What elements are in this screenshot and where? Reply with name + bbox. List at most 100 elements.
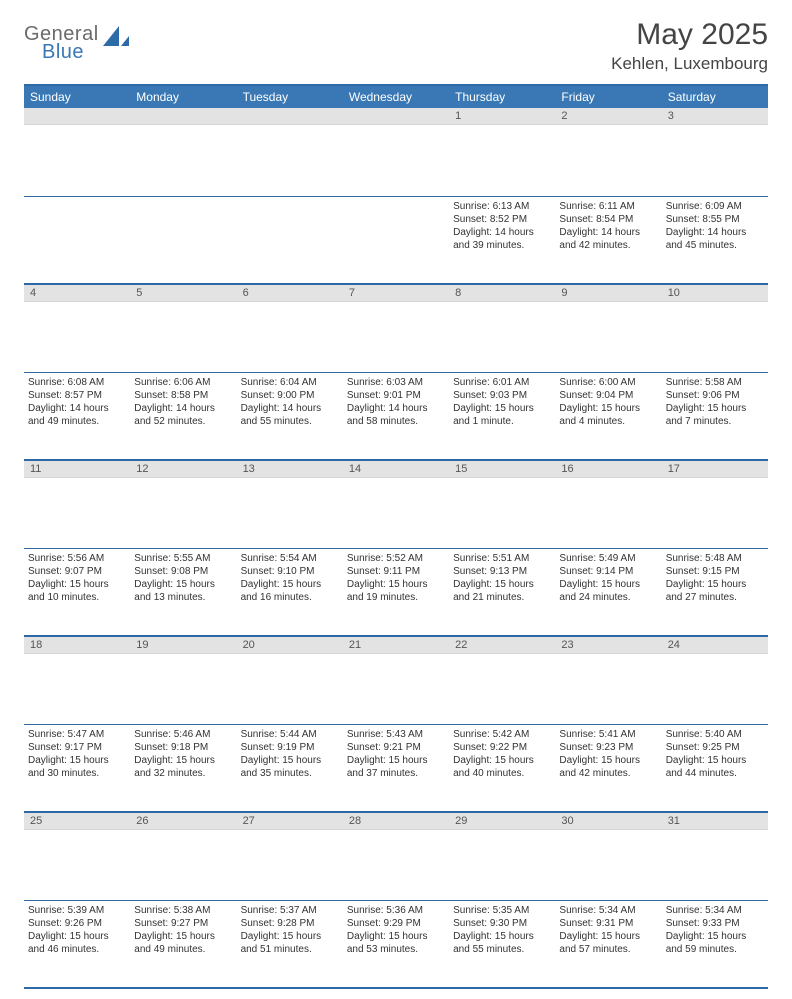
day-detail: Sunrise: 5:41 AMSunset: 9:23 PMDaylight:…: [555, 725, 661, 782]
sunrise-line: Sunrise: 5:52 AM: [347, 552, 445, 565]
daylight-line: Daylight: 15 hours and 16 minutes.: [241, 578, 339, 604]
day-number-cell: 31: [662, 812, 768, 900]
day-number: 3: [662, 108, 768, 125]
day-number-cell: 29: [449, 812, 555, 900]
day-detail: Sunrise: 5:37 AMSunset: 9:28 PMDaylight:…: [237, 901, 343, 958]
day-number-cell: 6: [237, 284, 343, 372]
weekday-header: Saturday: [662, 85, 768, 108]
sunrise-line: Sunrise: 5:58 AM: [666, 376, 764, 389]
logo-text: General Blue: [24, 24, 99, 62]
day-detail: Sunrise: 5:36 AMSunset: 9:29 PMDaylight:…: [343, 901, 449, 958]
day-cell: [130, 196, 236, 284]
daylight-line: Daylight: 14 hours and 45 minutes.: [666, 226, 764, 252]
day-number: 4: [24, 285, 130, 302]
sunset-line: Sunset: 9:04 PM: [559, 389, 657, 402]
week-row: Sunrise: 5:39 AMSunset: 9:26 PMDaylight:…: [24, 900, 768, 988]
day-number-cell: 2: [555, 108, 661, 196]
day-detail: Sunrise: 6:03 AMSunset: 9:01 PMDaylight:…: [343, 373, 449, 430]
day-detail: Sunrise: 6:00 AMSunset: 9:04 PMDaylight:…: [555, 373, 661, 430]
weekday-header: Tuesday: [237, 85, 343, 108]
day-detail: Sunrise: 5:39 AMSunset: 9:26 PMDaylight:…: [24, 901, 130, 958]
sunset-line: Sunset: 9:22 PM: [453, 741, 551, 754]
sunrise-line: Sunrise: 6:08 AM: [28, 376, 126, 389]
day-detail: Sunrise: 5:51 AMSunset: 9:13 PMDaylight:…: [449, 549, 555, 606]
sunset-line: Sunset: 9:25 PM: [666, 741, 764, 754]
sunrise-line: Sunrise: 5:44 AM: [241, 728, 339, 741]
day-number: 21: [343, 637, 449, 654]
day-cell: Sunrise: 6:09 AMSunset: 8:55 PMDaylight:…: [662, 196, 768, 284]
weekday-header-row: SundayMondayTuesdayWednesdayThursdayFrid…: [24, 85, 768, 108]
day-cell: Sunrise: 5:44 AMSunset: 9:19 PMDaylight:…: [237, 724, 343, 812]
day-cell: Sunrise: 5:48 AMSunset: 9:15 PMDaylight:…: [662, 548, 768, 636]
sunrise-line: Sunrise: 5:42 AM: [453, 728, 551, 741]
day-detail: Sunrise: 5:58 AMSunset: 9:06 PMDaylight:…: [662, 373, 768, 430]
daylight-line: Daylight: 14 hours and 39 minutes.: [453, 226, 551, 252]
daylight-line: Daylight: 15 hours and 1 minute.: [453, 402, 551, 428]
sunrise-line: Sunrise: 6:01 AM: [453, 376, 551, 389]
sunset-line: Sunset: 9:26 PM: [28, 917, 126, 930]
day-number: 1: [449, 108, 555, 125]
sunset-line: Sunset: 9:08 PM: [134, 565, 232, 578]
week-row: Sunrise: 5:47 AMSunset: 9:17 PMDaylight:…: [24, 724, 768, 812]
day-cell: Sunrise: 6:03 AMSunset: 9:01 PMDaylight:…: [343, 372, 449, 460]
day-number: 27: [237, 813, 343, 830]
sunrise-line: Sunrise: 5:34 AM: [666, 904, 764, 917]
day-cell: Sunrise: 5:47 AMSunset: 9:17 PMDaylight:…: [24, 724, 130, 812]
day-number-cell: 7: [343, 284, 449, 372]
day-detail: Sunrise: 6:11 AMSunset: 8:54 PMDaylight:…: [555, 197, 661, 254]
day-number-cell: 4: [24, 284, 130, 372]
sunrise-line: Sunrise: 6:06 AM: [134, 376, 232, 389]
day-cell: Sunrise: 6:00 AMSunset: 9:04 PMDaylight:…: [555, 372, 661, 460]
day-number-cell: 14: [343, 460, 449, 548]
day-number-row: 123: [24, 108, 768, 196]
day-number: 6: [237, 285, 343, 302]
day-detail: Sunrise: 5:38 AMSunset: 9:27 PMDaylight:…: [130, 901, 236, 958]
weekday-header: Thursday: [449, 85, 555, 108]
day-cell: Sunrise: 5:49 AMSunset: 9:14 PMDaylight:…: [555, 548, 661, 636]
daylight-line: Daylight: 15 hours and 44 minutes.: [666, 754, 764, 780]
day-number: 2: [555, 108, 661, 125]
day-cell: Sunrise: 5:43 AMSunset: 9:21 PMDaylight:…: [343, 724, 449, 812]
day-number-cell: [130, 108, 236, 196]
sunrise-line: Sunrise: 5:48 AM: [666, 552, 764, 565]
day-cell: Sunrise: 5:37 AMSunset: 9:28 PMDaylight:…: [237, 900, 343, 988]
daylight-line: Daylight: 15 hours and 55 minutes.: [453, 930, 551, 956]
daylight-line: Daylight: 15 hours and 30 minutes.: [28, 754, 126, 780]
sunrise-line: Sunrise: 5:51 AM: [453, 552, 551, 565]
day-cell: Sunrise: 6:06 AMSunset: 8:58 PMDaylight:…: [130, 372, 236, 460]
day-number-cell: [24, 108, 130, 196]
daylight-line: Daylight: 15 hours and 51 minutes.: [241, 930, 339, 956]
day-number-cell: 10: [662, 284, 768, 372]
day-number-cell: 30: [555, 812, 661, 900]
day-cell: [343, 196, 449, 284]
sunrise-line: Sunrise: 6:11 AM: [559, 200, 657, 213]
day-detail: Sunrise: 5:48 AMSunset: 9:15 PMDaylight:…: [662, 549, 768, 606]
sunrise-line: Sunrise: 5:40 AM: [666, 728, 764, 741]
daylight-line: Daylight: 15 hours and 24 minutes.: [559, 578, 657, 604]
sunrise-line: Sunrise: 6:04 AM: [241, 376, 339, 389]
day-number: 26: [130, 813, 236, 830]
day-detail: Sunrise: 5:47 AMSunset: 9:17 PMDaylight:…: [24, 725, 130, 782]
daylight-line: Daylight: 14 hours and 42 minutes.: [559, 226, 657, 252]
day-detail: Sunrise: 6:08 AMSunset: 8:57 PMDaylight:…: [24, 373, 130, 430]
sail-icon: [103, 26, 129, 53]
day-number-cell: 17: [662, 460, 768, 548]
sunrise-line: Sunrise: 5:37 AM: [241, 904, 339, 917]
daylight-line: Daylight: 15 hours and 49 minutes.: [134, 930, 232, 956]
day-cell: Sunrise: 5:36 AMSunset: 9:29 PMDaylight:…: [343, 900, 449, 988]
daylight-line: Daylight: 14 hours and 49 minutes.: [28, 402, 126, 428]
calendar-page: General Blue May 2025 Kehlen, Luxembourg…: [0, 0, 792, 999]
day-number: [24, 108, 130, 125]
sunset-line: Sunset: 8:58 PM: [134, 389, 232, 402]
day-detail: Sunrise: 5:34 AMSunset: 9:33 PMDaylight:…: [662, 901, 768, 958]
month-title: May 2025: [611, 18, 768, 52]
logo: General Blue: [24, 24, 129, 62]
sunset-line: Sunset: 9:15 PM: [666, 565, 764, 578]
day-number: 25: [24, 813, 130, 830]
sunrise-line: Sunrise: 6:03 AM: [347, 376, 445, 389]
week-row: Sunrise: 6:13 AMSunset: 8:52 PMDaylight:…: [24, 196, 768, 284]
sunset-line: Sunset: 9:19 PM: [241, 741, 339, 754]
sunrise-line: Sunrise: 5:36 AM: [347, 904, 445, 917]
day-number: 12: [130, 461, 236, 478]
day-number: 7: [343, 285, 449, 302]
